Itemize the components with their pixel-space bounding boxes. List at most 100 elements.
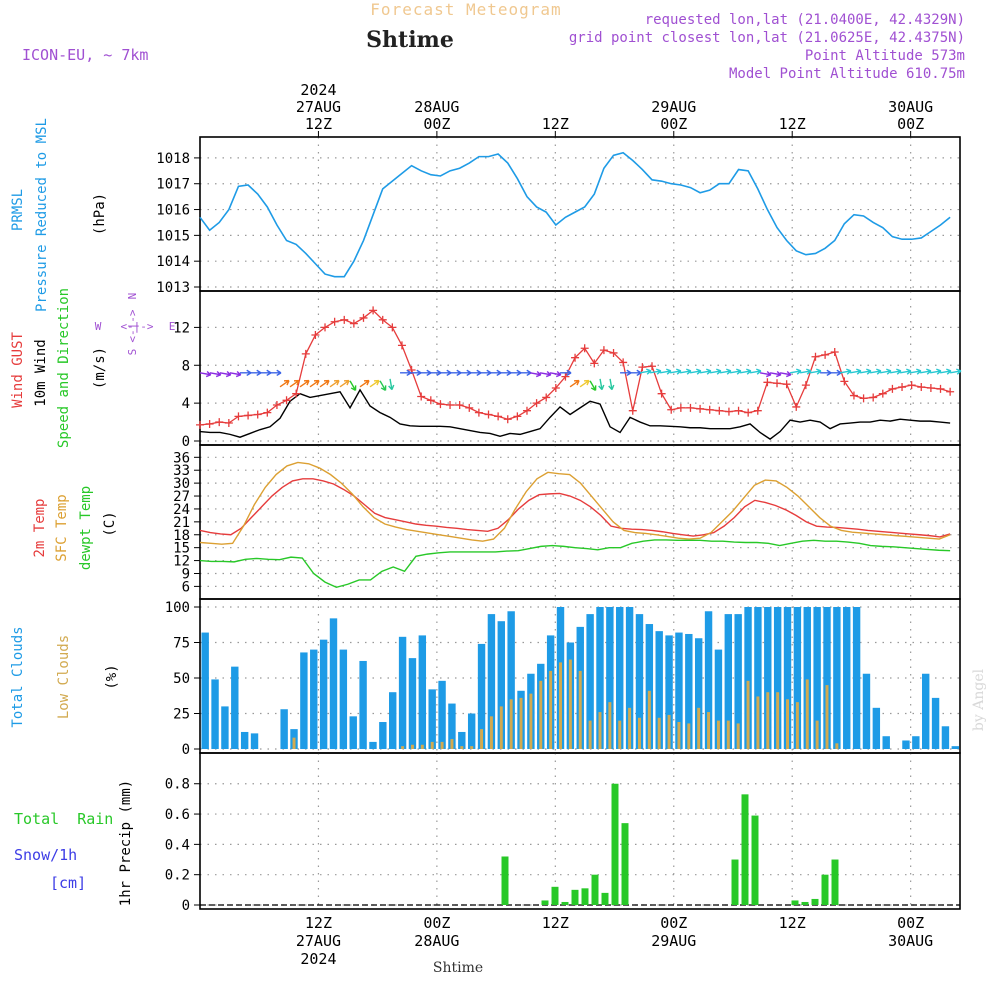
wind-speed-dir-label: Speed and Direction [56,288,72,448]
wind-direction-arrow [789,368,802,375]
model-label: ICON-EU, ~ 7km [22,46,148,64]
time-label-bottom: 12Z [542,914,569,932]
y-tick-label: 18 [173,528,190,544]
wind-direction-arrow [430,369,442,377]
compass-legend: N <-|-> S W <-|-> E [95,293,176,356]
gust-marker [321,323,330,332]
wind-direction-arrow [359,379,370,388]
gust-marker [494,412,503,421]
time-label-top: 28AUG [414,98,459,116]
total-cloud-bar [339,649,348,749]
rain-bar [611,783,619,905]
wind-direction-arrow [420,369,432,377]
total-cloud-bar [951,746,960,749]
low-cloud-bar [440,741,444,749]
wind-direction-arrow [589,380,597,391]
total-cloud-bar [458,731,466,749]
gust-marker [561,372,570,381]
low-cloud-bar [430,741,434,749]
total-cloud-bar [803,607,811,749]
y-tick-label: 1016 [156,203,190,219]
wind-direction-arrow [299,379,310,388]
low-cloud-bar [756,696,760,749]
low-clouds-label: Low Clouds [56,635,72,719]
total-cloud-bar [922,673,930,749]
gust-marker [590,359,599,368]
gust-marker [811,352,820,361]
wind-direction-arrow [209,370,222,378]
total-cloud-bar [231,666,239,749]
gust-marker [599,346,608,355]
low-cloud-bar [716,720,720,749]
total-cloud-bar [882,736,890,749]
wind-direction-arrow [869,368,882,375]
gust-marker [898,383,907,392]
wind-direction-arrow [279,379,290,388]
gust-marker [359,313,368,322]
gust-marker [311,330,320,339]
total-cloud-bar [438,680,446,749]
y-tick-label: 0.6 [165,807,190,823]
low-cloud-bar [707,712,711,749]
gust-marker [878,389,887,398]
low-cloud-bar [726,720,730,749]
gust-marker [580,344,589,353]
wind-direction-arrow [229,370,242,378]
total-cloud-bar [497,621,505,749]
rain-bar [551,886,559,905]
low-cloud-bar [776,692,780,749]
place-name: Shtime [366,27,454,53]
wind-direction-arrow [799,368,812,375]
panel-precip: 0 0.2 0.4 0.6 0.8 [165,752,961,914]
time-label-bottom: 12Z [305,914,332,932]
wind-direction-arrow [579,379,590,388]
gust-marker [272,401,281,410]
wind-direction-arrow [849,368,862,375]
total-cloud-bar [773,607,782,749]
rain-bar [831,859,839,905]
total-cloud-bar [655,631,663,749]
wind-direction-arrow [349,380,357,391]
total-cloud-bar [379,722,387,749]
total-cloud-bar [467,713,476,749]
time-label-top: 30AUG [888,98,933,116]
cloud-bars [201,607,960,749]
gust-marker [724,407,733,416]
gust-marker [417,392,426,401]
gust-marker [744,408,753,417]
gust-marker [763,378,772,387]
total-cloud-bar [754,607,762,749]
rain-bar [731,859,739,905]
gust-marker [542,393,551,402]
gust-marker [234,412,243,421]
y-tick-label: 1014 [156,254,190,270]
panel-frame [199,136,961,292]
total-cloud-bar [685,633,693,749]
low-cloud-bar [499,706,503,749]
gust-marker [301,349,310,358]
low-cloud-bar [687,723,691,749]
wind-direction-arrow [739,368,752,375]
low-cloud-bar [509,699,513,749]
gust-marker [821,350,830,359]
total-cloud-bar [221,706,229,749]
low-cloud-bar [559,662,562,749]
wind-direction-arrow [560,369,572,377]
precip-axis-label: 1hr Precip (mm) [118,780,134,906]
total-cloud-bar [783,607,792,749]
time-label-bottom: 29AUG [651,932,696,950]
time-label-bottom: 30AUG [888,932,933,950]
total-cloud-bar [606,607,614,749]
total-cloud-bar [813,607,821,749]
temp-2m-label: 2m Temp [32,498,48,557]
gust-marker [215,418,224,427]
low-cloud-bar [588,720,592,749]
y-tick-label: 9 [182,566,190,582]
t2m-line [199,478,951,538]
y-tick-label: 0 [182,742,190,758]
total-cloud-bar [714,649,723,749]
wind-10m-label: 10m Wind [33,339,49,406]
gust-marker [676,403,685,412]
gust-marker [840,377,849,386]
low-cloud-bar [795,702,799,749]
